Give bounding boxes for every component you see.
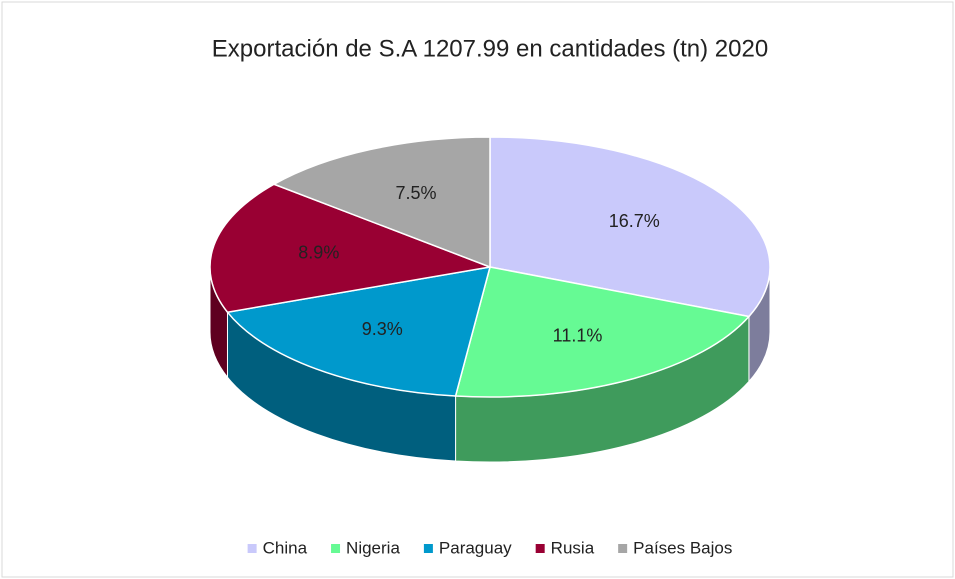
legend-label: Rusia: [551, 538, 595, 557]
data-label: 7.5%: [395, 183, 436, 203]
legend-label: China: [263, 538, 308, 557]
legend-swatch: [535, 544, 545, 553]
pie-slice: [454, 266, 751, 398]
legend: China Nigeria Paraguay Rusia Países Bajos: [247, 538, 732, 557]
legend-label: Paraguay: [439, 538, 512, 557]
pie-slice: [226, 266, 492, 397]
legend-swatch: [247, 544, 257, 553]
data-label: 16.7%: [609, 211, 660, 231]
data-label: 11.1%: [553, 325, 603, 345]
legend-swatch: [618, 544, 628, 553]
pie-slice: [272, 136, 491, 269]
pie-slice: [209, 183, 493, 314]
pie-slice: [489, 136, 771, 318]
legend-swatch: [423, 544, 433, 553]
data-label: 8.9%: [298, 242, 339, 262]
legend-label: Nigeria: [346, 538, 400, 557]
legend-label: Países Bajos: [633, 538, 732, 557]
chart-title: Exportación de S.A 1207.99 en cantidades…: [212, 35, 768, 62]
data-label: 9.3%: [362, 319, 403, 339]
legend-swatch: [331, 544, 341, 553]
